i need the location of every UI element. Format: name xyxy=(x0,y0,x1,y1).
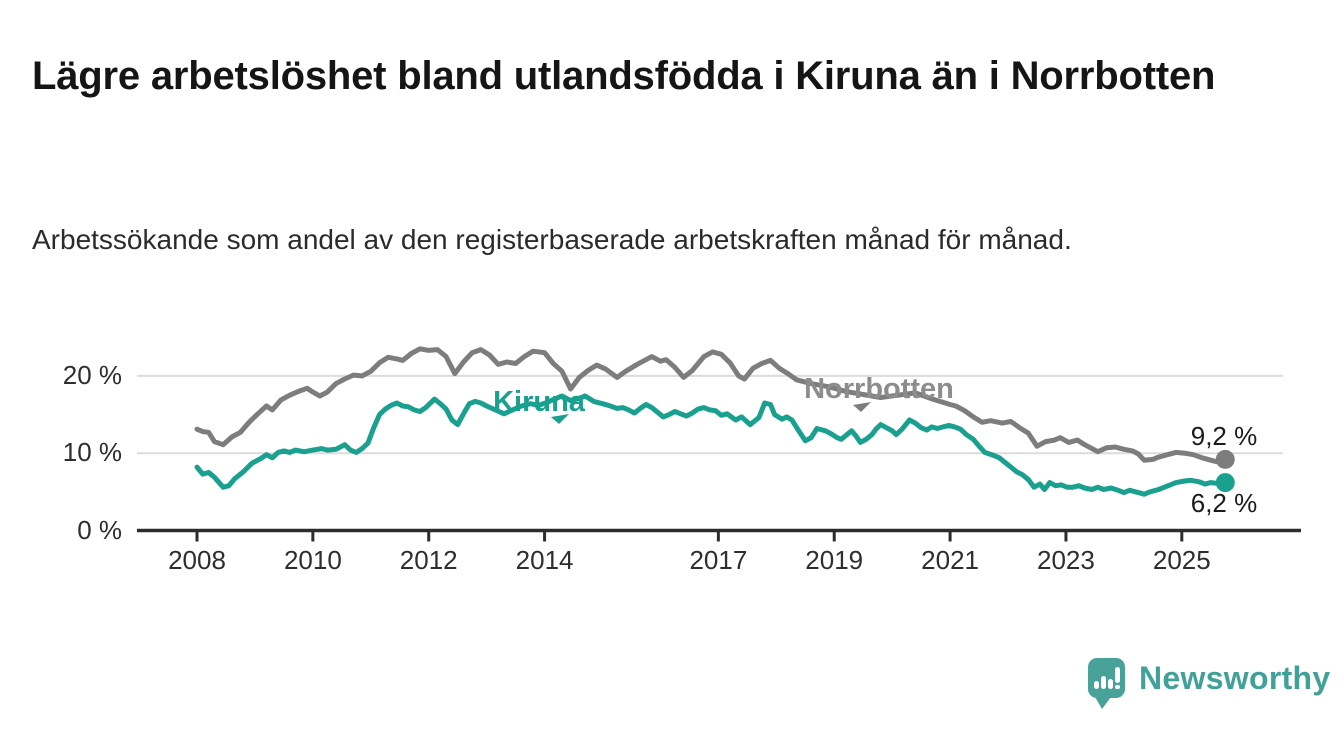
end-value-kiruna: 6,2 % xyxy=(1190,488,1258,518)
line-norrbotten xyxy=(194,346,1228,465)
label-arrow-icon xyxy=(853,402,871,412)
end-dot-norrbotten xyxy=(1215,449,1235,469)
x-tick-label: 2012 xyxy=(399,545,458,575)
logo-wordmark: Newsworthy xyxy=(1139,659,1331,696)
x-tick-label: 2017 xyxy=(689,545,748,575)
x-tick-label: 2019 xyxy=(805,545,864,575)
end-dot-kiruna xyxy=(1215,473,1235,493)
x-tick-label: 2008 xyxy=(168,545,226,575)
x-tick-label: 2021 xyxy=(921,545,979,575)
page-title: Lägre arbetslöshet bland utlandsfödda i … xyxy=(32,53,1216,98)
y-tick-label: 0 % xyxy=(77,514,122,545)
speech-bubble-bar-chart-icon xyxy=(1088,658,1125,709)
y-tick-label: 10 % xyxy=(62,437,122,468)
series-label-kiruna: Kiruna xyxy=(493,386,585,418)
chart-subtitle: Arbetssökande som andel av den registerb… xyxy=(32,224,1072,255)
x-tick-label: 2025 xyxy=(1152,545,1211,575)
label-arrow-icon xyxy=(551,414,569,424)
x-tick-label: 2014 xyxy=(515,545,574,575)
line-kiruna xyxy=(194,393,1228,497)
x-tick-label: 2023 xyxy=(1037,545,1095,575)
x-tick-label: 2010 xyxy=(283,545,342,575)
end-value-norrbotten: 9,2 % xyxy=(1190,421,1258,451)
newsworthy-logo: Newsworthy xyxy=(1088,658,1331,709)
y-tick-label: 20 % xyxy=(62,359,122,390)
series-label-norrbotten: Norrbotten xyxy=(804,373,954,405)
